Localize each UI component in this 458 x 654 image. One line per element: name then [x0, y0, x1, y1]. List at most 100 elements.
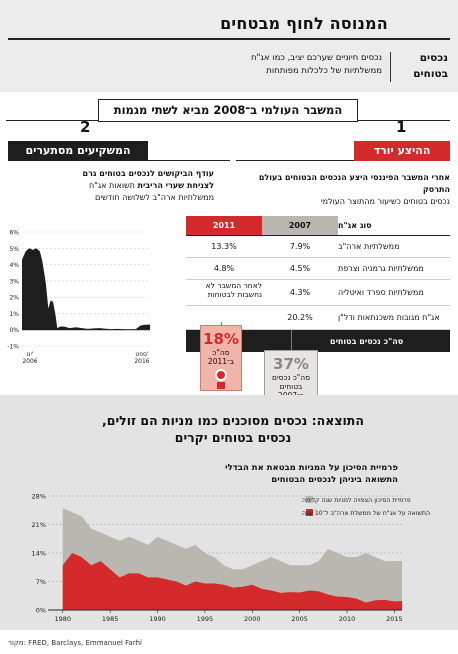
- section1-description: אחרי המשבר הפיננסי היצע הנכסים הבטוחים ב…: [235, 172, 450, 208]
- section1-desc-bold: אחרי המשבר הפיננסי היצע הנכסים הבטוחים ב…: [258, 173, 450, 194]
- result-title: התוצאה: נכסים מסוכנים כמו מניות הם זולים…: [68, 412, 398, 446]
- table-header-row: סוג אג"ח 2007 2011: [186, 216, 450, 236]
- badge-2007-label1: סה"כ נכסים: [271, 373, 311, 382]
- big-chart-treasury-yield-area: [62, 553, 403, 610]
- topic-description: נכסים חיוניים שערכם יציב, כמו אג"ח ממשלת…: [172, 52, 382, 78]
- badge-2011-chain: [221, 322, 222, 326]
- section1-rule: [236, 160, 354, 161]
- trend-number-2: 2: [80, 118, 91, 136]
- big-chart-x-tick: 2015: [386, 615, 403, 623]
- topic-description-line2: ממשלתיות של כלכלות מפותחות: [266, 66, 382, 76]
- big-chart-y-tick: 28%: [32, 493, 46, 501]
- small-chart-y-tick: 3%: [9, 278, 19, 285]
- big-chart-x-tick: 2010: [339, 615, 356, 623]
- small-chart-area: [22, 248, 150, 330]
- section2-rule: [148, 160, 230, 161]
- table-cell-2011: לאחר המשבר לא נחשבות לבטוחות: [205, 281, 262, 299]
- big-chart-legend: פרמיית הסיכון הצפויה למניות שנה קדימה התש…: [302, 496, 430, 517]
- big-chart-y-tick: 14%: [32, 550, 46, 558]
- badge-2007-percent: 37%: [273, 355, 309, 373]
- small-chart-y-tick: 2%: [9, 295, 19, 302]
- small-chart-x-tick: ספט': [135, 351, 149, 358]
- badge-2011: 18% סה"כ ב־2011: [200, 325, 242, 391]
- table-footer-row: סה"כ נכסים בטוחים: [186, 330, 450, 352]
- table-row: ממשלתיות גרמניה וצרפת 4.5% 4.8%: [186, 258, 450, 280]
- table-row: אג"ח מגובות משכנתאות ודל"ן 20.2%: [186, 306, 450, 330]
- table-cell-2007: 7.9%: [289, 242, 311, 251]
- treasury-yield-chart: -1% 0% 1% 2% 3% 4% 5% 6% ינו'2006 ספט'2016: [7, 230, 150, 365]
- tag-divider: [390, 52, 391, 82]
- section1-heading: ההיצע יורד: [354, 141, 450, 161]
- small-chart-y-axis: -1% 0% 1% 2% 3% 4% 5% 6%: [7, 230, 19, 351]
- table-cell-2011: 4.8%: [213, 264, 235, 273]
- section2-description: עודף הביקושים לנכסים בטוחים גרם לצניחת ש…: [8, 168, 214, 204]
- big-chart-x-labels: 1980 1985 1990 1995 2000 2005 2010 2015: [54, 610, 403, 623]
- big-chart-x-tick: 1995: [197, 615, 214, 623]
- table-cell-2007: 20.2%: [287, 313, 313, 322]
- section2-desc-line2-bold: לצניחת שערי הריבית: [137, 181, 214, 190]
- small-chart-x-labels: ינו'2006 ספט'2016: [22, 351, 149, 365]
- big-chart-y-axis: 0% 7% 14% 21% 28%: [32, 493, 46, 615]
- big-chart-x-tick: 1990: [149, 615, 166, 623]
- small-chart-y-tick: 6%: [9, 230, 19, 237]
- table-cell-2007: 4.3%: [289, 288, 311, 297]
- result-subtitle-line1: פרמיית הסיכון על המניות מבטאת את הבדלי: [225, 463, 398, 473]
- result-title-line2: נכסים בטוחים יקרים: [174, 430, 292, 445]
- section1-desc-rest: נכסים בטוחים כשיעור מהתוצר העולמי: [320, 197, 450, 206]
- big-chart-legend-label: פרמיית הסיכון הצפויה למניות שנה קדימה: [302, 497, 411, 504]
- header-panel: [0, 0, 458, 92]
- big-chart-x-tick: 2000: [244, 615, 261, 623]
- badge-2011-label2: ב־2011: [207, 357, 235, 366]
- big-chart-y-tick: 0%: [36, 607, 46, 615]
- table-cell-2007: 4.5%: [289, 264, 311, 273]
- crisis-banner: המשבר העולמי ב־2008 מביא לשתי מגמות: [98, 99, 358, 122]
- source-credit: מקור: FRED, Barclays, Emmanuel Farhi: [8, 639, 142, 647]
- page-title: המנוסה לחוף מבטחים: [220, 14, 388, 33]
- section2-desc-line3: ממשלתיות ארה"ב לשלושה חודשים: [95, 193, 214, 202]
- badge-2007-chain: [291, 330, 292, 350]
- badge-2011-percent: 18%: [203, 330, 239, 348]
- small-chart-x-tick: ינו': [26, 351, 33, 358]
- badge-2011-ribbon-icon: [217, 382, 225, 389]
- table-cell-name: אג"ח מגובות משכנתאות ודל"ן: [338, 312, 440, 322]
- big-chart-y-tick: 7%: [36, 578, 46, 586]
- section2-heading: המשקיעים מסתערים: [8, 141, 148, 161]
- topic-tag-line2: בטוחים: [413, 68, 448, 80]
- big-chart-x-tick: 1980: [54, 615, 71, 623]
- topic-tag-line1: נכסים: [419, 52, 448, 64]
- table-cell-name: ממשלתיות ארה"ב: [338, 242, 400, 251]
- table-cell-name: ממשלתיות ספרד ואיטליה: [338, 288, 424, 297]
- badge-2011-seal-icon: [215, 369, 227, 381]
- table-row: ממשלתיות ארה"ב 7.9% 13.3%: [186, 236, 450, 258]
- table-header-2011: 2011: [186, 216, 262, 235]
- small-chart-y-tick: -1%: [7, 344, 19, 351]
- result-title-line1: התוצאה: נכסים מסוכנים כמו מניות הם זולים…: [102, 413, 364, 428]
- big-chart-x-tick: 1985: [102, 615, 119, 623]
- table-cell-2011: 13.3%: [211, 242, 237, 251]
- table-header-2007: 2007: [262, 216, 338, 235]
- risk-premium-chart: 0% 7% 14% 21% 28% 1980 1985 1990 1995 2000 2005 20…: [32, 493, 430, 624]
- small-chart-x-tick: 2006: [22, 358, 37, 365]
- big-chart-legend-swatch: [306, 496, 313, 503]
- small-chart-y-tick: 1%: [9, 311, 19, 318]
- table-row: ממשלתיות ספרד ואיטליה 4.3% לאחר המשבר לא…: [186, 280, 450, 306]
- table-header-name: סוג אג"ח: [338, 221, 372, 230]
- small-chart-y-tick: 4%: [9, 262, 19, 269]
- small-chart-x-tick: 2016: [134, 358, 149, 365]
- big-chart-legend-swatch: [306, 509, 313, 516]
- trend-number-1: 1: [396, 118, 407, 136]
- section2-desc-line1: עודף הביקושים לנכסים בטוחים גרם: [82, 169, 214, 178]
- badge-2007-label2: בטוחים: [279, 382, 303, 391]
- section2-desc-line2-rest: תשואות אג"ח: [88, 181, 138, 190]
- small-chart-y-tick: 0%: [9, 327, 19, 334]
- result-subtitle-line2: התשואה ביניהן לנכסים הבטוחים: [271, 475, 398, 485]
- small-chart-y-tick: 5%: [9, 246, 19, 253]
- result-subtitle: פרמיית הסיכון על המניות מבטאת את הבדלי ה…: [118, 462, 398, 486]
- big-chart-x-tick: 2005: [291, 615, 308, 623]
- title-divider: [8, 38, 450, 40]
- badge-2011-label1: סה"כ: [212, 348, 230, 357]
- big-chart-legend-label: התשואה על אג"ח של ממשלת ארה"ב ל־10 שנה: [302, 510, 430, 517]
- table-cell-name: ממשלתיות גרמניה וצרפת: [338, 264, 424, 273]
- big-chart-y-tick: 21%: [32, 521, 46, 529]
- section2-desc-line2: לצניחת שערי הריבית תשואות אג"ח: [8, 180, 214, 192]
